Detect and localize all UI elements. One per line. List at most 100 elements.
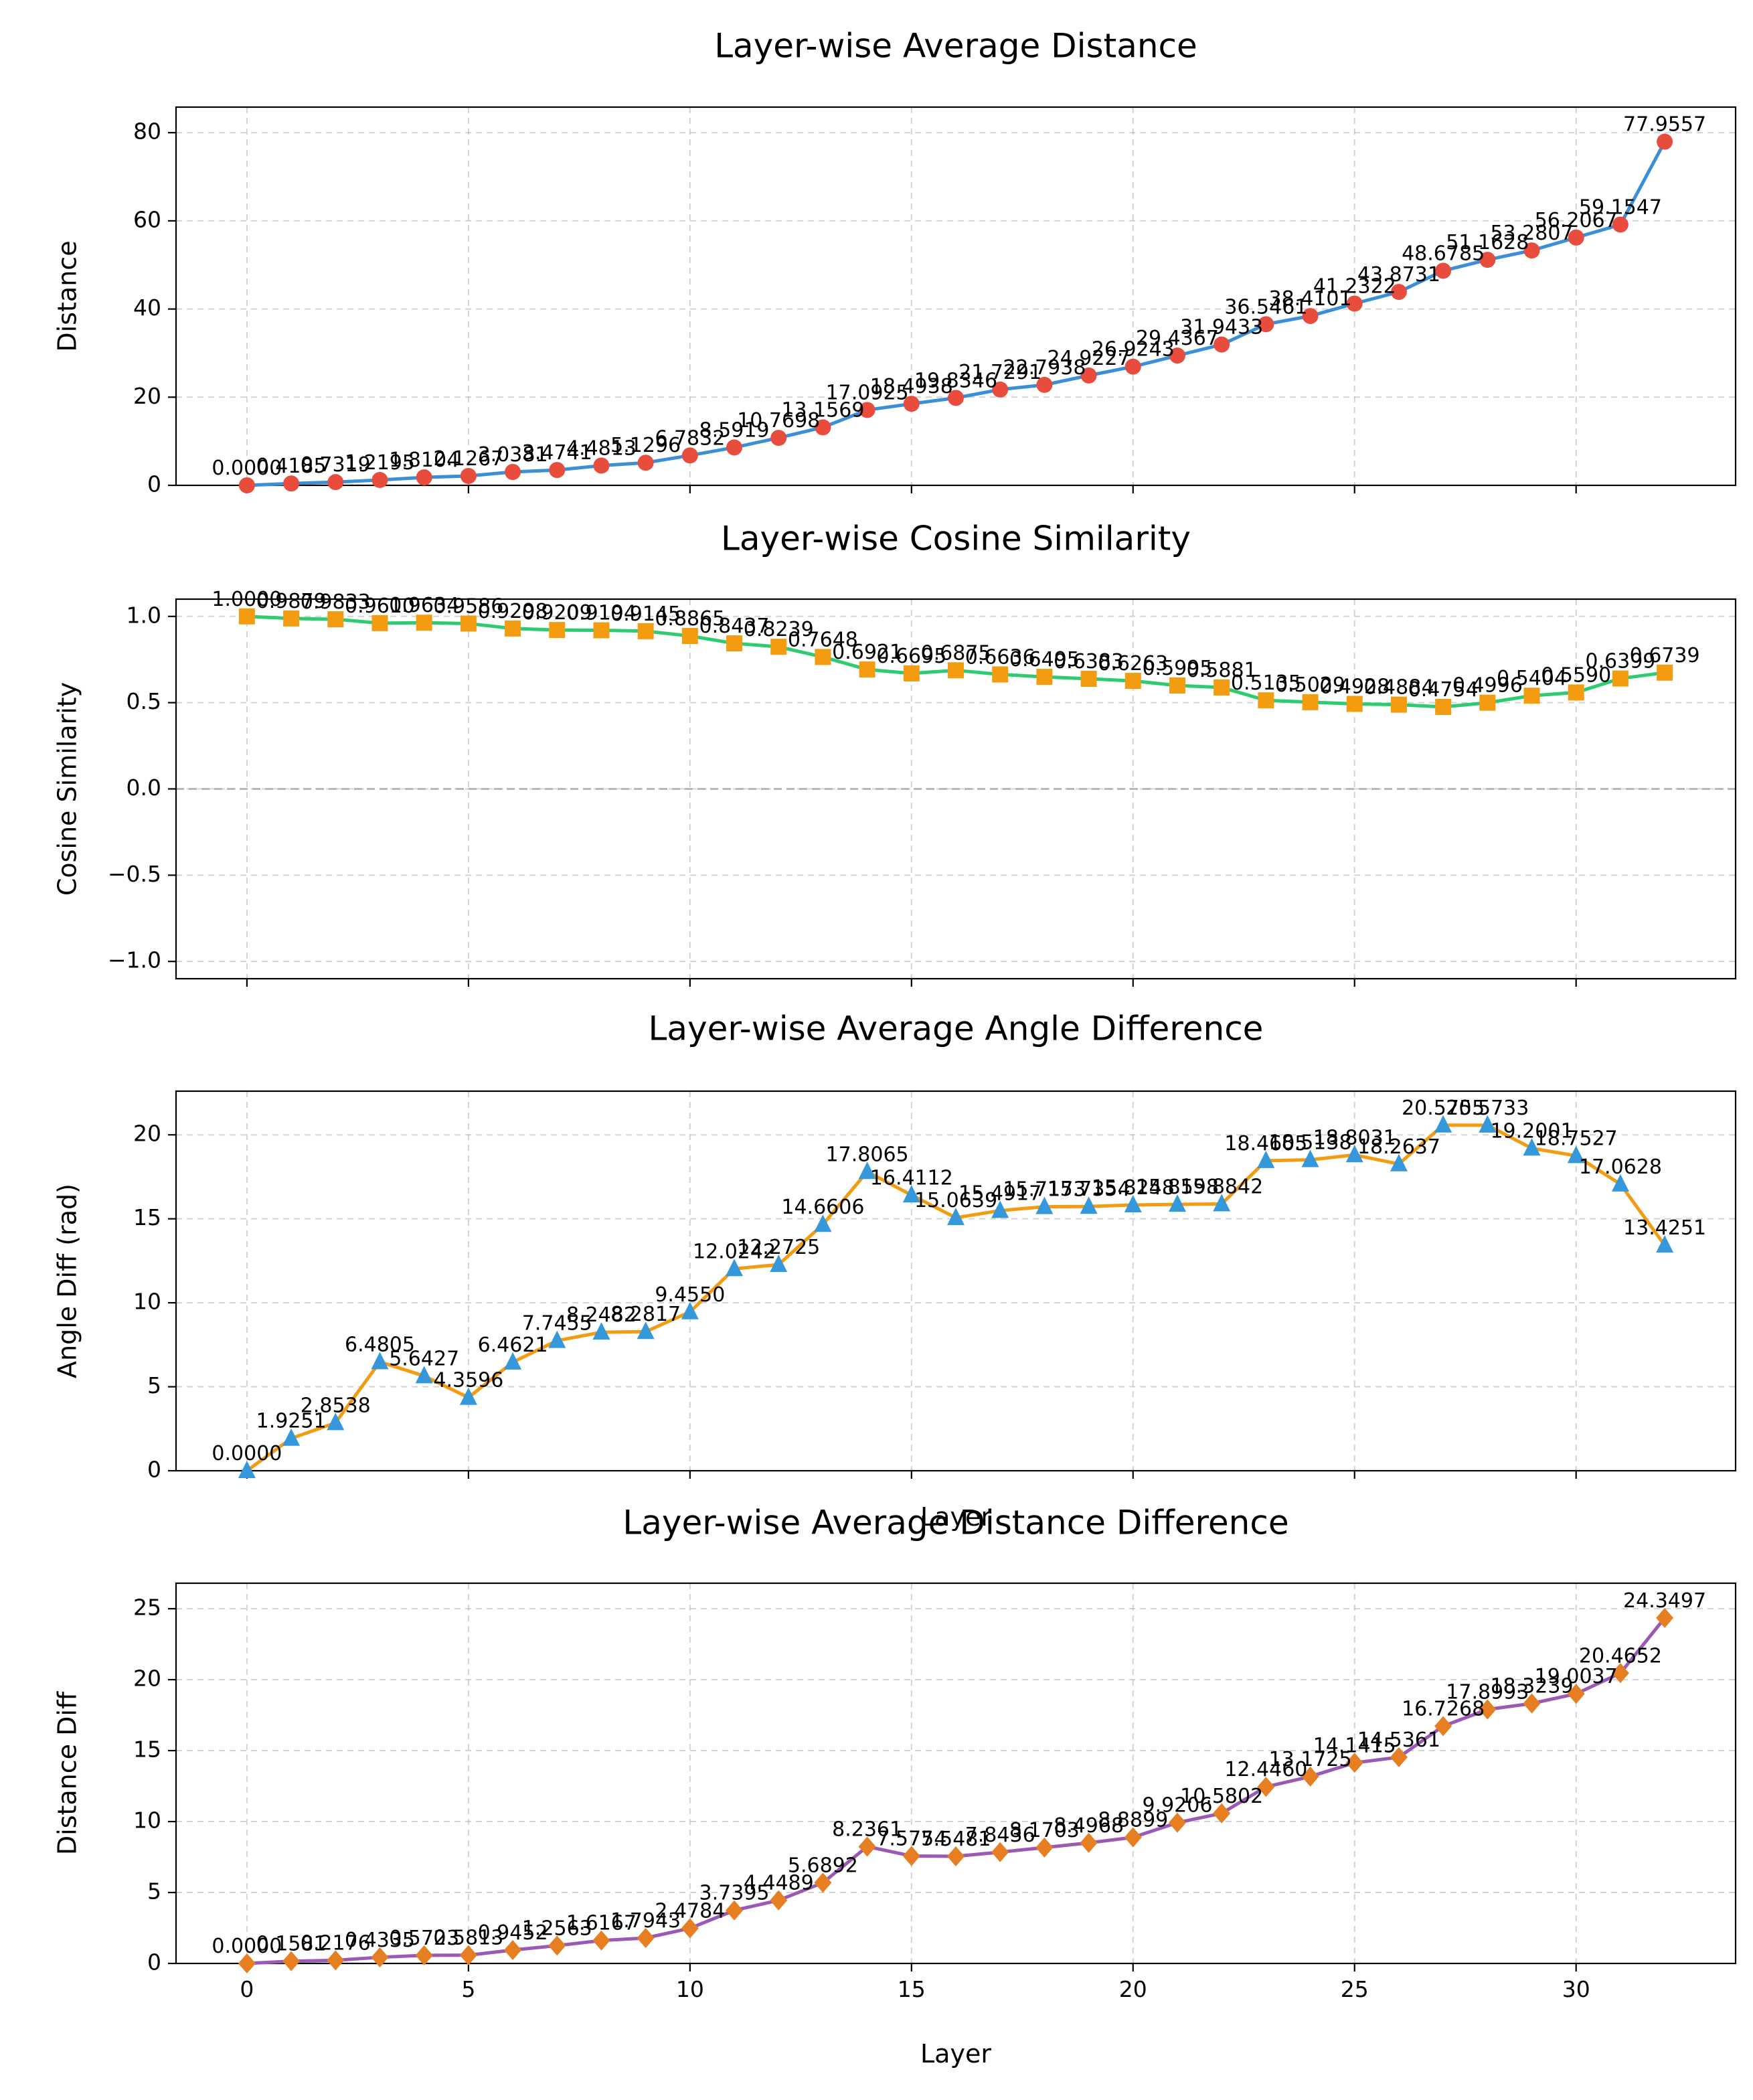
x-tick-label: 15 xyxy=(898,1976,926,2002)
data-label: 6.4621 xyxy=(478,1334,548,1357)
data-point-marker xyxy=(1080,670,1097,687)
y-tick-label: 40 xyxy=(133,295,161,321)
data-label: 0.9634 xyxy=(389,594,459,617)
data-label: 0.9586 xyxy=(433,594,503,618)
data-label: 3.4741 xyxy=(522,441,592,465)
data-point-marker xyxy=(1124,1194,1142,1212)
y-axis-label: Angle Diff (rad) xyxy=(53,1184,82,1378)
data-point-marker xyxy=(1035,1196,1054,1214)
data-point-marker xyxy=(991,1200,1009,1218)
data-point-marker xyxy=(1656,1607,1674,1628)
x-axis-label: Layer xyxy=(920,1502,991,1532)
data-point-marker xyxy=(1124,1827,1142,1848)
data-point-marker xyxy=(902,1846,920,1866)
data-point-marker xyxy=(1479,694,1496,711)
data-label: 0.5723 xyxy=(389,1927,459,1950)
data-label: 18.7527 xyxy=(1535,1127,1618,1151)
x-tick-label: 25 xyxy=(1341,1976,1369,2002)
data-label: 17.8993 xyxy=(1446,1681,1529,1704)
data-point-marker xyxy=(593,457,610,474)
data-label: 0.2176 xyxy=(301,1931,371,1955)
data-label: 7.5754 xyxy=(876,1827,946,1850)
data-label: 6.4805 xyxy=(345,1333,415,1356)
y-tick-label: 60 xyxy=(133,206,161,232)
data-point-marker xyxy=(814,1872,832,1893)
data-point-marker xyxy=(902,1185,920,1203)
data-point-marker xyxy=(637,623,654,639)
data-point-marker xyxy=(1523,1693,1541,1714)
data-label: 0.6399 xyxy=(1585,650,1655,673)
data-label: 4.4489 xyxy=(744,1872,814,1895)
data-label: 0.9452 xyxy=(478,1921,548,1945)
data-label: 6.7832 xyxy=(655,426,725,450)
data-label: 0.5029 xyxy=(1275,673,1345,697)
data-label: 0.4884 xyxy=(1363,676,1434,700)
chart-panel-distance-difference: Layer-wise Average Distance Difference 0 5… xyxy=(53,1504,1737,2069)
data-point-marker xyxy=(371,1947,389,1967)
data-label: 7.7455 xyxy=(522,1312,592,1336)
data-label: 0.6739 xyxy=(1630,644,1700,667)
data-point-marker xyxy=(459,1945,477,1965)
data-point-marker xyxy=(1346,295,1363,312)
data-label: 8.5919 xyxy=(699,418,770,442)
data-label: 0.5813 xyxy=(433,1927,503,1950)
data-label: 20.5755 xyxy=(1402,1097,1485,1120)
data-point-marker xyxy=(548,1935,566,1956)
data-point-marker xyxy=(1169,347,1185,364)
data-label: 8.2817 xyxy=(610,1303,681,1326)
data-point-marker xyxy=(1434,1716,1452,1736)
data-point-marker xyxy=(416,615,432,631)
data-label: 15.0639 xyxy=(914,1189,997,1212)
data-label: 15.7173 xyxy=(1003,1178,1086,1202)
data-point-marker xyxy=(1302,308,1319,325)
y-tick-label: 20 xyxy=(133,1666,161,1692)
data-label: 19.0037 xyxy=(1535,1665,1618,1688)
data-point-marker xyxy=(1567,1145,1585,1163)
series-line xyxy=(246,1617,1667,1965)
data-label: 20.5733 xyxy=(1446,1097,1529,1120)
data-label: 0.5995 xyxy=(1142,657,1212,680)
data-point-marker xyxy=(1345,1145,1363,1163)
data-label: 16.4112 xyxy=(870,1166,953,1190)
data-point-marker xyxy=(238,1953,256,1973)
data-label: 13.4251 xyxy=(1623,1216,1706,1240)
data-label: 0.8239 xyxy=(744,618,814,641)
data-label: 18.3239 xyxy=(1490,1675,1573,1698)
data-point-marker xyxy=(770,430,787,447)
plot-frame xyxy=(175,1090,1737,1472)
data-point-marker xyxy=(814,1214,832,1232)
data-point-marker xyxy=(1301,1766,1319,1787)
data-label: 0.9879 xyxy=(256,590,327,613)
x-axis-label: Layer xyxy=(920,2039,991,2069)
data-label: 0.4928 xyxy=(1319,675,1390,698)
y-tick-label: 1.0 xyxy=(127,602,161,628)
data-label: 8.1703 xyxy=(1009,1819,1080,1842)
data-label: 0.0000 xyxy=(212,1935,282,1958)
data-point-marker xyxy=(1213,1803,1231,1824)
data-point-marker xyxy=(1036,669,1053,685)
data-label: 10.7698 xyxy=(737,409,820,432)
data-point-marker xyxy=(282,1951,301,1971)
data-point-marker xyxy=(327,1412,345,1431)
data-point-marker xyxy=(770,1255,788,1273)
data-point-marker xyxy=(726,1900,744,1921)
data-label: 3.0381 xyxy=(478,443,548,467)
data-point-marker xyxy=(548,1330,566,1348)
data-label: 0.6636 xyxy=(965,645,1035,669)
data-label: 1.7943 xyxy=(610,1909,681,1933)
data-point-marker xyxy=(505,620,521,637)
data-label: 77.9557 xyxy=(1623,113,1706,137)
data-label: 4.4813 xyxy=(566,436,637,460)
y-tick-label: 25 xyxy=(133,1595,161,1621)
series-line xyxy=(246,141,1667,487)
data-label: 0.7319 xyxy=(301,453,371,477)
data-label: 1.0000 xyxy=(212,588,282,611)
chart-title: Layer-wise Average Distance Difference xyxy=(622,1504,1288,1542)
data-point-marker xyxy=(858,1161,876,1180)
data-point-marker xyxy=(903,396,920,412)
data-label: 1.2195 xyxy=(345,451,415,475)
data-label: 18.4938 xyxy=(870,375,953,398)
data-label: 22.7938 xyxy=(1003,356,1086,380)
data-point-marker xyxy=(415,1945,433,1965)
